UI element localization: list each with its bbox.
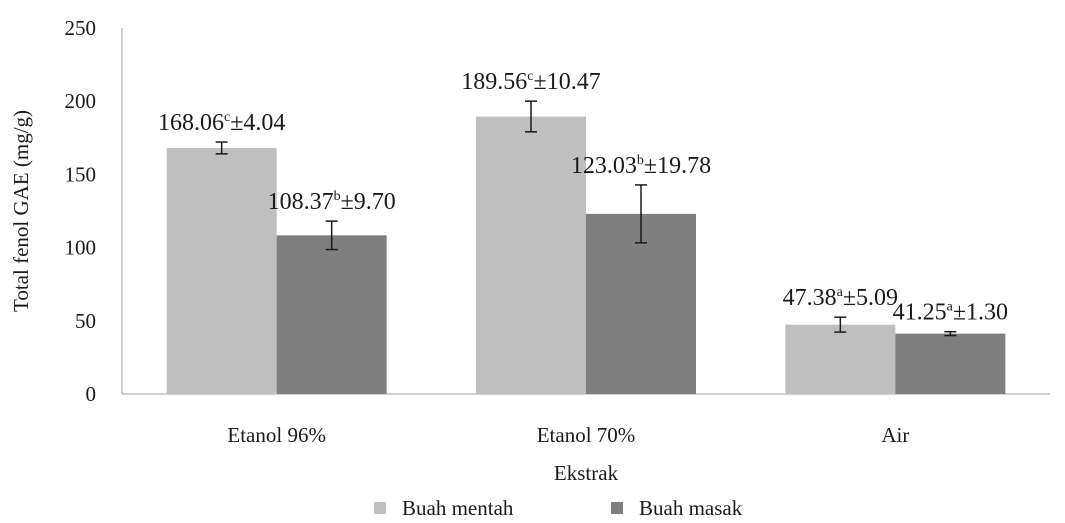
- y-tick-label: 200: [65, 89, 97, 113]
- y-tick-label: 250: [65, 16, 97, 40]
- data-label-letter: b: [334, 189, 341, 204]
- y-axis-title: Total fenol GAE (mg/g): [9, 110, 33, 312]
- data-label-value: 47.38: [783, 285, 837, 311]
- legend-item: Buah mentah: [374, 496, 514, 520]
- x-tick-label: Etanol 96%: [227, 423, 326, 447]
- error-bars: [215, 100, 957, 337]
- data-label-error: ±1.30: [953, 300, 1008, 326]
- legend: Buah mentah Buah masak: [374, 496, 743, 520]
- error-bar: [325, 220, 338, 251]
- data-label: 108.37b±9.70: [268, 189, 396, 215]
- data-label-letter: c: [224, 110, 230, 125]
- data-label-letter: b: [637, 153, 644, 168]
- x-axis-title: Ekstrak: [554, 461, 619, 485]
- data-label: 47.38a±5.09: [783, 285, 898, 311]
- data-labels: 168.06c±4.04108.37b±9.70189.56c±10.47123…: [158, 69, 1008, 326]
- y-tick-labels: 0 50 100 150 200 250: [65, 16, 97, 406]
- data-label: 189.56c±10.47: [461, 69, 600, 95]
- x-tick-labels: Etanol 96% Etanol 70% Air: [227, 423, 909, 447]
- data-label: 123.03b±19.78: [571, 153, 711, 179]
- data-label-letter: a: [947, 300, 954, 315]
- error-bar: [944, 330, 957, 337]
- data-label-value: 108.37: [268, 189, 334, 215]
- data-label: 41.25a±1.30: [893, 300, 1008, 326]
- data-label-letter: a: [837, 285, 844, 300]
- data-label-value: 168.06: [158, 110, 224, 136]
- error-bar: [525, 100, 537, 133]
- legend-item: Buah masak: [611, 496, 743, 520]
- data-label: 168.06c±4.04: [158, 110, 285, 136]
- error-bar: [215, 141, 228, 155]
- data-label-error: ±19.78: [644, 153, 711, 179]
- y-tick-label: 150: [65, 162, 97, 186]
- bar: [476, 116, 586, 394]
- bar: [895, 333, 1006, 394]
- data-label-error: ±4.04: [230, 110, 285, 136]
- y-tick-label: 50: [75, 309, 96, 333]
- error-bar: [635, 184, 647, 244]
- bar: [166, 147, 277, 394]
- y-tick-label: 0: [86, 382, 97, 406]
- legend-swatch: [611, 502, 623, 514]
- legend-label: Buah masak: [639, 496, 743, 520]
- x-tick-label: Air: [881, 423, 909, 447]
- x-tick-label: Etanol 70%: [537, 423, 636, 447]
- error-bar: [834, 316, 847, 333]
- legend-label: Buah mentah: [402, 496, 514, 520]
- data-label-value: 41.25: [893, 300, 947, 326]
- bar: [785, 324, 896, 394]
- legend-swatch: [374, 502, 386, 514]
- data-label-value: 123.03: [571, 153, 637, 179]
- data-label-error: ±10.47: [534, 69, 601, 95]
- data-label-letter: c: [527, 69, 533, 84]
- y-tick-label: 100: [65, 236, 97, 260]
- bar: [276, 235, 387, 394]
- data-label-error: ±9.70: [341, 189, 396, 215]
- bar: [586, 213, 696, 394]
- data-label-error: ±5.09: [843, 285, 898, 311]
- data-label-value: 189.56: [461, 69, 527, 95]
- bars: [166, 116, 1006, 394]
